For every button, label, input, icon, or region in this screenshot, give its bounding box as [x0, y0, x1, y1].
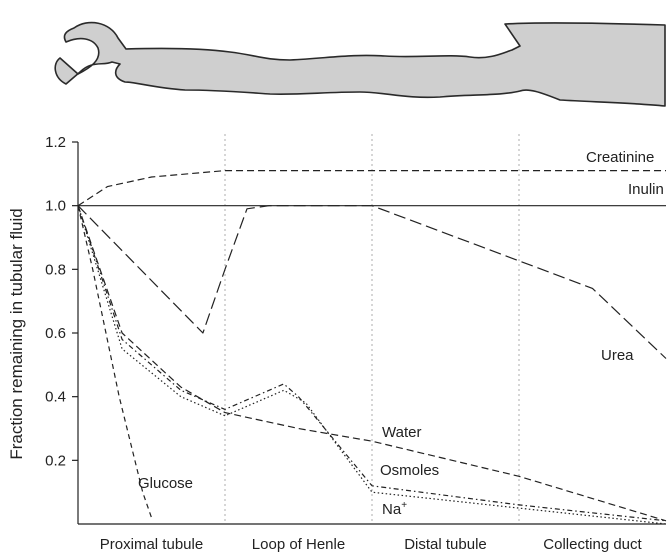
x-tick-label: Proximal tubule: [100, 536, 203, 553]
y-tick-label: 1.2: [45, 134, 66, 151]
series-creatinine-line: [77, 170, 666, 207]
series-na--line: [77, 205, 667, 525]
na-label: Na+: [382, 500, 407, 518]
y-ticks: 0.2 0.4 0.6 0.8 1.0 1.2: [45, 134, 78, 469]
osmoles-label: Osmoles: [380, 462, 439, 479]
nephron-illustration: [54, 21, 666, 107]
segment-dividers: [224, 134, 520, 524]
series-glucose-line: [77, 205, 153, 518]
y-tick-label: 0.8: [45, 261, 66, 278]
x-tick-label: Distal tubule: [404, 536, 487, 553]
y-tick-label: 1.0: [45, 198, 66, 215]
glucose-label: Glucose: [138, 475, 193, 492]
x-tick-label: Loop of Henle: [252, 536, 345, 553]
inulin-label: Inulin: [628, 181, 664, 198]
x-tick-labels: Proximal tubule Loop of Henle Distal tubul…: [100, 536, 643, 553]
series-osmoles-line: [77, 205, 667, 522]
y-tick-label: 0.4: [45, 389, 66, 406]
x-tick-label: Collecting duct: [543, 536, 642, 553]
series-water-line: [77, 205, 667, 522]
nephron-tubule-drawing: [54, 21, 666, 107]
y-tick-label: 0.2: [45, 452, 66, 469]
series-annotations: Creatinine Inulin Urea Water Osmoles Glu…: [138, 149, 664, 518]
series-urea-line: [77, 205, 667, 359]
water-label: Water: [382, 424, 421, 441]
y-axis-label: Fraction remaining in tubular fluid: [7, 208, 26, 459]
creatinine-label: Creatinine: [586, 149, 654, 166]
urea-label: Urea: [601, 347, 634, 364]
y-tick-label: 0.6: [45, 325, 66, 342]
series-lines: [77, 170, 667, 525]
